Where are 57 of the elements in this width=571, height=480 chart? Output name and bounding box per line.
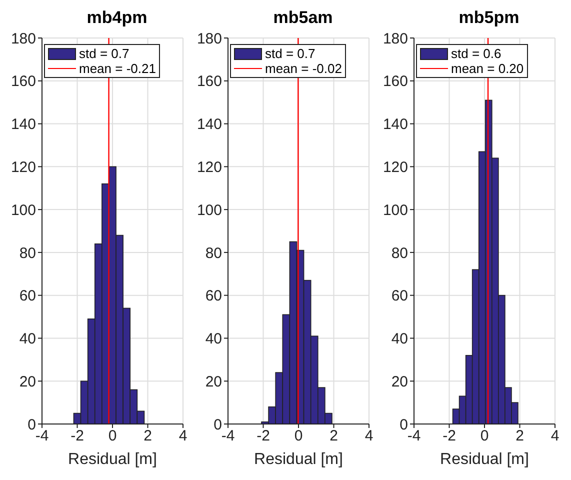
y-tick-label: 180 [196, 30, 222, 48]
x-tick-label: 4 [178, 428, 188, 445]
x-tick-label: 2 [516, 428, 524, 445]
y-tick-label: 160 [382, 73, 408, 90]
chart-title: mb5am [272, 8, 334, 29]
legend-label: std = 0.6 [451, 46, 502, 61]
x-tick-label: 0 [294, 428, 303, 445]
y-tick-label: 20 [205, 373, 222, 390]
x-tick-label: 0 [108, 428, 117, 445]
y-tick-label: 160 [196, 73, 222, 90]
x-axis-title: Residual [m] [254, 451, 343, 468]
y-tick-label: 180 [382, 30, 408, 48]
x-tick-label: 2 [330, 428, 338, 445]
y-tick-label: 20 [391, 373, 408, 390]
x-tick-label: -4 [221, 428, 235, 445]
y-tick-label: 40 [205, 330, 222, 348]
y-tick-label: 60 [205, 288, 222, 305]
y-tick-label: 180 [10, 30, 36, 48]
ref-line-label: mean = 0.20 [451, 61, 524, 76]
y-tick-label: 40 [19, 330, 36, 348]
y-tick-label: 40 [391, 330, 408, 348]
y-tick-label: 100 [196, 202, 222, 219]
y-tick-label: 100 [382, 202, 408, 219]
x-axis-title: Residual [m] [440, 451, 529, 468]
y-tick-label: 120 [10, 158, 36, 176]
y-tick-label: 120 [196, 158, 222, 176]
x-tick-label: 0 [480, 428, 489, 445]
y-tick-label: 160 [10, 73, 36, 90]
x-tick-label: 2 [144, 428, 152, 445]
x-tick-label: 4 [550, 428, 560, 445]
y-tick-label: 0 [28, 416, 36, 434]
y-tick-label: 0 [400, 416, 408, 434]
y-tick-label: 80 [205, 244, 222, 262]
x-tick-label: -4 [407, 428, 421, 445]
chart-title: mb4pm [86, 8, 148, 29]
ref-line-label: mean = -0.02 [265, 61, 342, 76]
ref-line-label: mean = -0.21 [79, 61, 156, 76]
y-tick-label: 100 [10, 202, 36, 219]
legend-label: std = 0.7 [265, 46, 316, 61]
y-tick-label: 140 [10, 116, 36, 134]
y-tick-label: 80 [391, 244, 408, 262]
chart-title: mb5pm [458, 8, 520, 29]
y-tick-label: 20 [19, 373, 36, 390]
x-axis-title: Residual [m] [68, 451, 157, 468]
y-tick-label: 140 [382, 116, 408, 134]
legend-label: std = 0.7 [79, 46, 130, 61]
x-tick-label: -2 [442, 428, 456, 445]
y-tick-label: 120 [382, 158, 408, 176]
y-tick-label: 140 [196, 116, 222, 134]
y-tick-label: 80 [19, 244, 36, 262]
y-tick-label: 60 [19, 288, 36, 305]
x-tick-label: -2 [70, 428, 84, 445]
x-tick-label: -2 [256, 428, 270, 445]
x-tick-label: -4 [35, 428, 49, 445]
y-tick-label: 60 [391, 288, 408, 305]
x-tick-label: 4 [364, 428, 374, 445]
y-tick-label: 0 [214, 416, 222, 434]
